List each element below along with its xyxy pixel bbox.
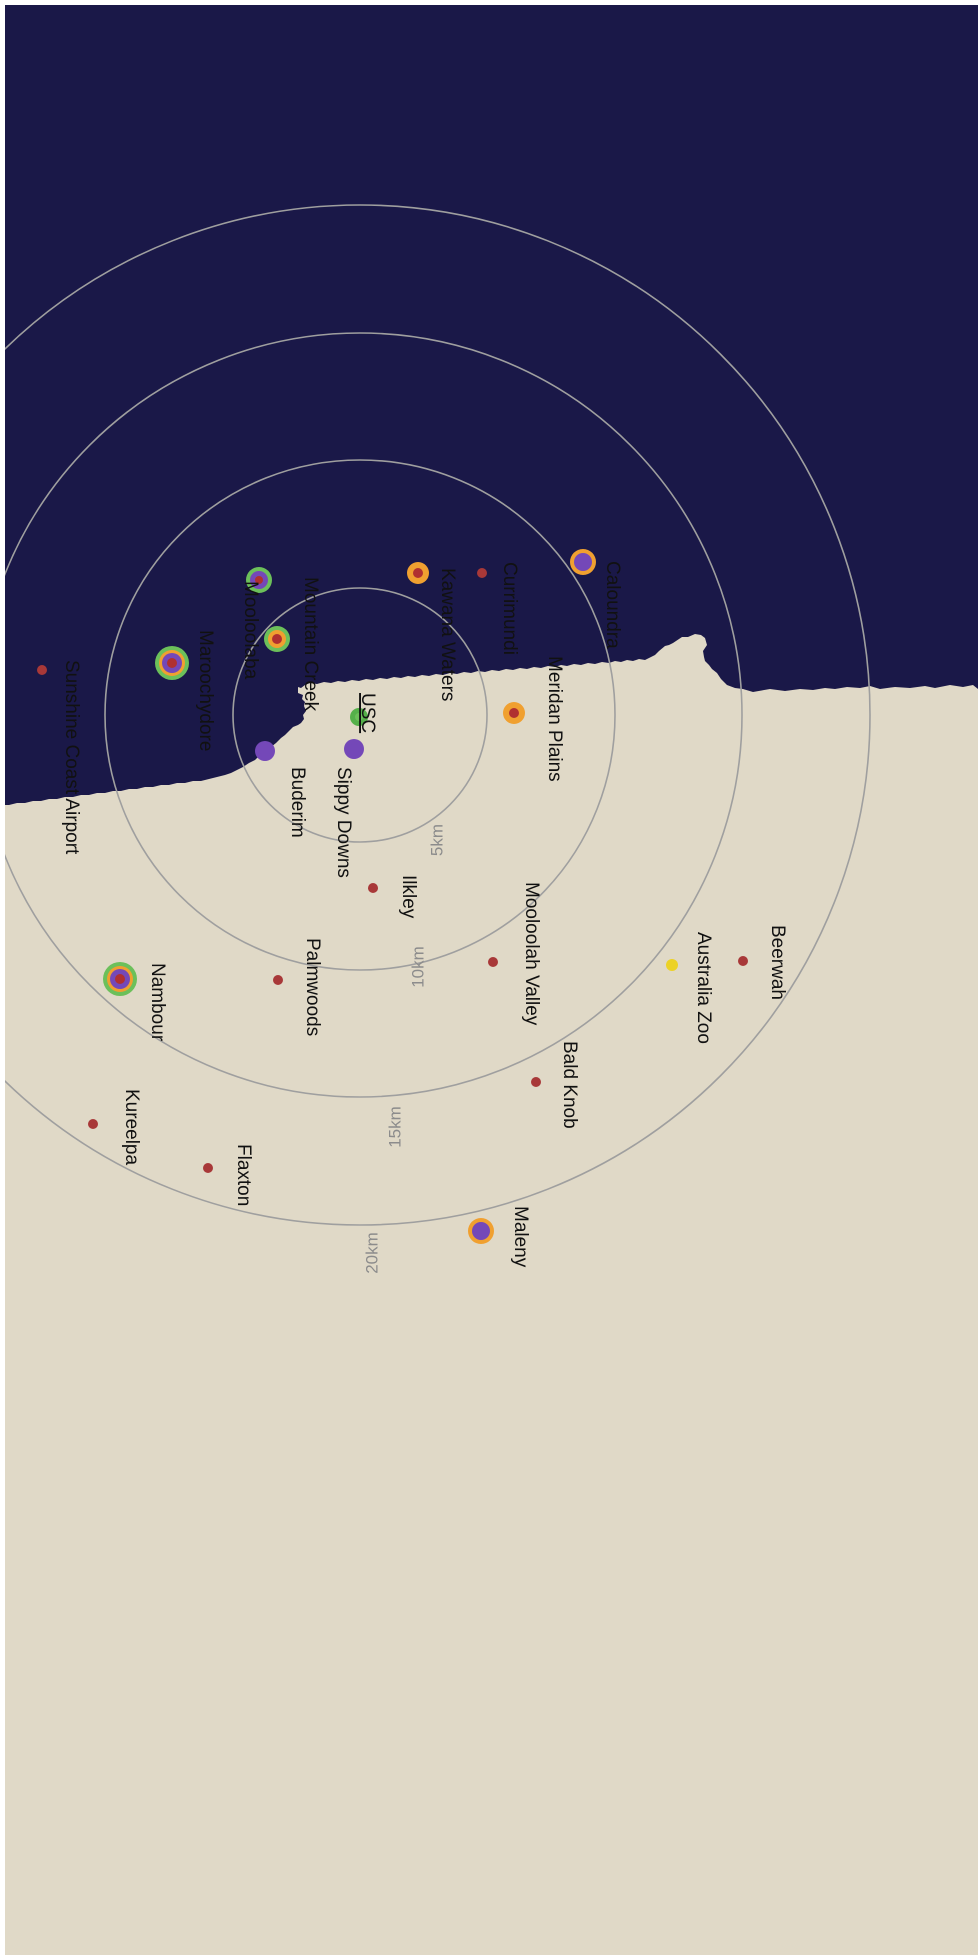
distance-ring-10km [104,459,616,971]
place-marker-maroochydore[interactable] [155,646,189,680]
map-canvas[interactable]: 5km 10km 15km 20km USC Sippy Downs Buderim Mou… [5,5,978,1955]
place-marker-dot [355,713,363,721]
place-label-sippy-downs: Sippy Downs [333,767,354,878]
distance-ring-5km [232,587,488,843]
distance-rings [5,204,871,1226]
place-marker-sippy-downs[interactable] [344,739,364,759]
place-marker-mooloolaba[interactable] [246,567,272,593]
ring-label-15km: 15km [385,1106,404,1148]
distance-ring-labels: 5km 10km 15km 20km [362,824,446,1274]
place-label-mooloolaba: Mooloolaba [240,581,261,680]
place-label-flaxton: Flaxton [233,1144,254,1206]
place-label-currimundi: Currimundi [499,562,520,655]
place-marker-meridan-plains[interactable] [503,702,525,724]
place-label-beerwah: Beerwah [767,925,788,1000]
place-markers [37,549,748,1244]
place-marker-flaxton[interactable] [203,1163,213,1173]
place-marker-dot [255,576,263,584]
place-marker-kawana-waters[interactable] [407,562,429,584]
place-marker-buderim[interactable] [255,741,275,761]
place-marker-beerwah[interactable] [738,956,748,966]
ring-label-5km: 5km [427,824,446,856]
place-label-buderim: Buderim [287,767,308,838]
place-marker-australia-zoo[interactable] [666,959,678,971]
place-marker-dot [477,568,487,578]
place-marker-dot [531,1077,541,1087]
place-label-sunshine-coast-airport: Sunshine Coast Airport [61,660,82,855]
ring-label-10km: 10km [408,946,427,988]
place-marker-dot [509,708,519,718]
place-marker-sunshine-coast-airport[interactable] [37,665,47,675]
place-label-maleny: Maleny [510,1206,531,1268]
place-marker-dot [368,883,378,893]
place-marker-usc[interactable] [350,708,368,726]
place-marker-dot [37,665,47,675]
place-marker-dot [738,956,748,966]
place-label-australia-zoo: Australia Zoo [693,932,714,1044]
place-marker-dot [115,974,125,984]
place-marker-dot [167,658,177,668]
place-marker-mountain-creek[interactable] [264,626,290,652]
place-label-usc: USC [357,693,378,733]
place-marker-dot [272,634,282,644]
place-label-mountain-creek: Mountain Creek [300,577,321,712]
place-marker-dot [273,975,283,985]
map-svg: 5km 10km 15km 20km USC Sippy Downs Buderim Mou… [5,5,978,1274]
place-marker-ilkley[interactable] [368,883,378,893]
place-label-ilkley: Ilkley [398,875,419,919]
place-marker-dot [203,1163,213,1173]
place-marker-mooloolah-valley[interactable] [488,957,498,967]
place-marker-dot [88,1119,98,1129]
place-marker-dot [472,1222,490,1240]
place-label-bald-knob: Bald Knob [559,1041,580,1129]
place-label-mooloolah-valley: Mooloolah Valley [521,882,542,1026]
place-label-kawana-waters: Kawana Waters [437,568,458,701]
place-label-caloundra: Caloundra [602,561,623,649]
place-marker-dot [260,746,270,756]
place-marker-currimundi[interactable] [477,568,487,578]
place-marker-caloundra[interactable] [570,549,596,575]
place-marker-bald-knob[interactable] [531,1077,541,1087]
ring-label-20km: 20km [362,1232,381,1274]
place-label-palmwoods: Palmwoods [302,938,323,1036]
place-marker-dot [413,568,423,578]
place-marker-dot [574,553,592,571]
place-labels: USC Sippy Downs Buderim Mountain Creek Moolo… [61,561,788,1268]
place-label-maroochydore: Maroochydore [195,630,216,751]
place-marker-palmwoods[interactable] [273,975,283,985]
place-marker-dot [666,959,678,971]
distance-ring-15km [5,332,743,1098]
place-marker-nambour[interactable] [103,962,137,996]
place-marker-dot [488,957,498,967]
distance-ring-20km [5,204,871,1226]
place-marker-dot [349,744,359,754]
place-marker-maleny[interactable] [468,1218,494,1244]
ocean [5,5,978,805]
place-label-meridan-plains: Meridan Plains [544,656,565,782]
place-label-kureelpa: Kureelpa [121,1089,142,1165]
place-label-nambour: Nambour [147,963,168,1042]
place-marker-kureelpa[interactable] [88,1119,98,1129]
